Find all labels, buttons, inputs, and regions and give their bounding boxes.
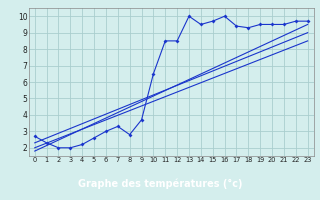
Text: Graphe des températures (°c): Graphe des températures (°c) bbox=[78, 179, 242, 189]
